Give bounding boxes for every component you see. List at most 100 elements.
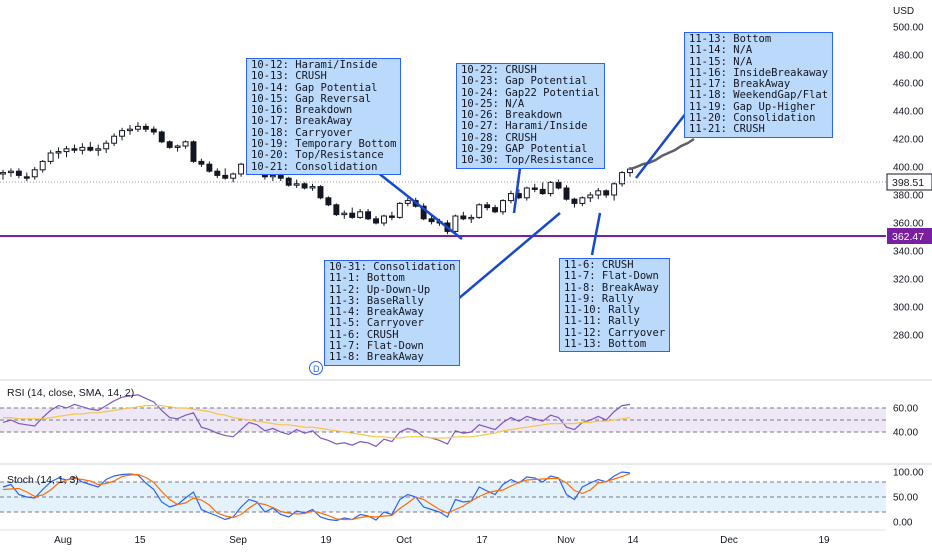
candle-body — [460, 215, 467, 220]
annotation-box-1[interactable]: 10-12: Harami/Inside 10-13: CRUSH 10-14: G… — [246, 58, 402, 175]
level-tag — [887, 228, 932, 244]
price-tick-label: 320.00 — [893, 275, 924, 286]
candle-body — [611, 183, 618, 196]
annotation-line: 11-8: BreakAway — [329, 351, 424, 364]
last-price-label: 398.51 — [892, 177, 924, 189]
candle-body — [579, 197, 586, 204]
price-axis: 500.00 480.00 460.00 440.00 420.00 400.00 380.… — [893, 23, 924, 342]
price-tick-label: 460.00 — [893, 79, 924, 90]
annotation-line: 10-21: Consolidation — [251, 160, 378, 173]
annotation-line: 11-7: Flat-Down — [564, 270, 659, 283]
annotation-line: 10-22: CRUSH — [461, 64, 537, 76]
dividend-marker-label: D — [313, 364, 320, 374]
annotation-line: 11-4: BreakAway — [329, 306, 424, 319]
candle-body — [119, 130, 126, 137]
candle-body — [103, 142, 110, 150]
annotation-line: 11-13: Bottom — [564, 338, 647, 351]
time-tick-label: Dec — [720, 535, 738, 546]
annotation-line: 11-8: BreakAway — [564, 281, 659, 294]
candle-body — [230, 173, 237, 179]
annotation-line: 10-27: Harami/Inside — [461, 120, 588, 133]
candle-body — [396, 202, 403, 218]
candle-body — [587, 194, 594, 199]
candle-body — [539, 188, 546, 195]
candle-body — [87, 146, 94, 151]
candle-body — [365, 211, 372, 220]
price-tick-label: 360.00 — [893, 219, 924, 230]
candle-body — [317, 186, 324, 199]
candle-body — [492, 207, 499, 213]
annotation-connector-1[interactable] — [371, 167, 463, 240]
candle-body — [214, 170, 221, 176]
price-plot — [0, 122, 695, 235]
annotation-line: 10-13: CRUSH — [251, 70, 327, 83]
annotation-line: 11-3: BaseRally — [329, 294, 424, 307]
time-tick-label: Aug — [54, 535, 72, 546]
candle-body — [301, 183, 308, 189]
rsi-pane: 60.00 40.00 — [0, 394, 918, 448]
annotation-line: 10-12: Harami/Inside — [251, 59, 378, 71]
time-tick-label: Sep — [229, 535, 247, 546]
annotation-line: 11-6: CRUSH — [329, 328, 399, 341]
dividend-marker[interactable] — [309, 361, 323, 375]
candle-body — [206, 163, 213, 172]
annotation-box-2[interactable]: 10-22: CRUSH 10-23: Gap Potential 10-24: G… — [456, 63, 606, 169]
candle-body — [547, 181, 554, 195]
candle-body — [238, 163, 245, 175]
annotation-line: 11-12: Carryover — [564, 326, 666, 339]
annotation-line: 11-14: N/A — [689, 44, 753, 57]
candle-body — [563, 187, 570, 200]
price-tick-label: 300.00 — [893, 303, 924, 314]
annotation-connector-5[interactable] — [590, 212, 602, 256]
time-tick-label: 17 — [476, 535, 488, 546]
candle-body — [134, 125, 141, 130]
annotation-line: 11-19: Gap Up-Higher — [689, 100, 816, 113]
candle-body — [428, 218, 435, 223]
candle-body — [452, 215, 459, 232]
forecast-path — [629, 137, 695, 171]
time-tick-label: Nov — [557, 535, 575, 546]
candle-body — [309, 186, 316, 189]
annotation-box-4[interactable]: 10-31: Consolidation 11-1: Bottom 11-2: Up… — [324, 260, 461, 366]
annotation-line: 10-20: Top/Resistance — [251, 149, 384, 162]
price-tick-label: 420.00 — [893, 135, 924, 146]
candle-body — [603, 190, 610, 196]
candle-body — [333, 204, 340, 216]
annotation-box-5[interactable]: 11-6: CRUSH 11-7: Flat-Down 11-8: BreakAwa… — [559, 258, 671, 353]
candle-body — [55, 151, 62, 154]
candle-body — [420, 205, 427, 220]
time-tick-label: Oct — [396, 535, 412, 546]
stoch-title: Stoch (14, 1, 3) — [7, 474, 79, 486]
annotation-line: 11-7: Flat-Down — [329, 340, 424, 353]
candle-body — [269, 174, 276, 178]
time-tick-label: 14 — [627, 535, 639, 546]
price-tick-label: 480.00 — [893, 51, 924, 62]
annotation-line: 11-20: Consolidation — [689, 112, 816, 125]
candle-body — [277, 174, 284, 179]
candle-body — [79, 146, 86, 151]
time-tick-label: 15 — [134, 535, 146, 546]
annotation-line: 11-21: CRUSH — [689, 123, 765, 136]
candle-body — [476, 204, 483, 218]
annotation-line: 11-11: Rally — [564, 315, 640, 328]
annotation-line: 11-6: CRUSH — [564, 259, 634, 271]
candle-body — [23, 176, 30, 179]
annotation-connector-4[interactable] — [444, 212, 561, 311]
candle-body — [500, 200, 506, 213]
candle-body — [222, 174, 229, 179]
annotation-line: 10-29: GAP Potential — [461, 143, 588, 156]
candle-body — [198, 160, 205, 165]
rsi-series-0 — [2, 394, 631, 448]
currency-label: USD — [893, 6, 914, 17]
time-tick-label: 19 — [818, 535, 830, 546]
price-tick-label: 280.00 — [893, 331, 924, 342]
annotation-box-3[interactable]: 11-13: Bottom 11-14: N/A 11-15: N/A 11-16: … — [684, 32, 834, 138]
candle-body — [595, 190, 602, 196]
candle-body — [388, 215, 395, 218]
annotation-connector-3[interactable] — [635, 103, 694, 179]
annotation-connector-2[interactable] — [512, 167, 522, 214]
annotation-line: 10-15: Gap Reversal — [251, 92, 372, 105]
annotation-line: 11-10: Rally — [564, 304, 640, 317]
